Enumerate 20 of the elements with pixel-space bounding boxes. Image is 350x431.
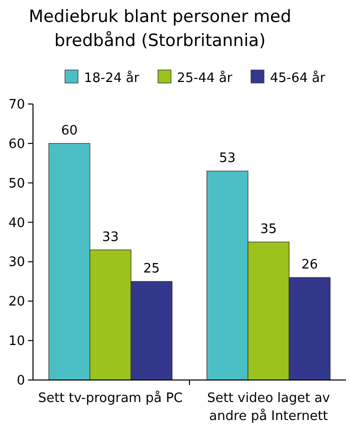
legend-label: 18-24 år <box>84 70 140 86</box>
y-tick-label: 40 <box>8 216 25 231</box>
legend-label: 45-64 år <box>270 70 326 86</box>
legend-label: 25-44 år <box>177 70 233 86</box>
y-tick-label: 60 <box>8 136 25 152</box>
y-tick-label: 20 <box>8 294 25 310</box>
y-tick-label: 0 <box>16 374 25 388</box>
data-label: 26 <box>301 257 318 272</box>
x-tick-label: Sett tv-program på PC <box>38 390 183 406</box>
data-label: 33 <box>102 230 119 245</box>
data-label: 60 <box>61 123 78 138</box>
data-label: 25 <box>143 261 160 276</box>
data-label: 35 <box>260 222 277 237</box>
y-tick-label: 50 <box>8 176 25 192</box>
data-label: 53 <box>219 151 236 166</box>
chart-title: Mediebruk blant personer med bredbånd (Storbritannia) <box>28 7 292 51</box>
y-tick-label: 30 <box>8 255 25 270</box>
y-tick-label: 10 <box>8 334 25 350</box>
y-tick-label: 70 <box>8 98 25 112</box>
x-tick-label: Sett video laget av andre på Internett <box>207 391 330 424</box>
